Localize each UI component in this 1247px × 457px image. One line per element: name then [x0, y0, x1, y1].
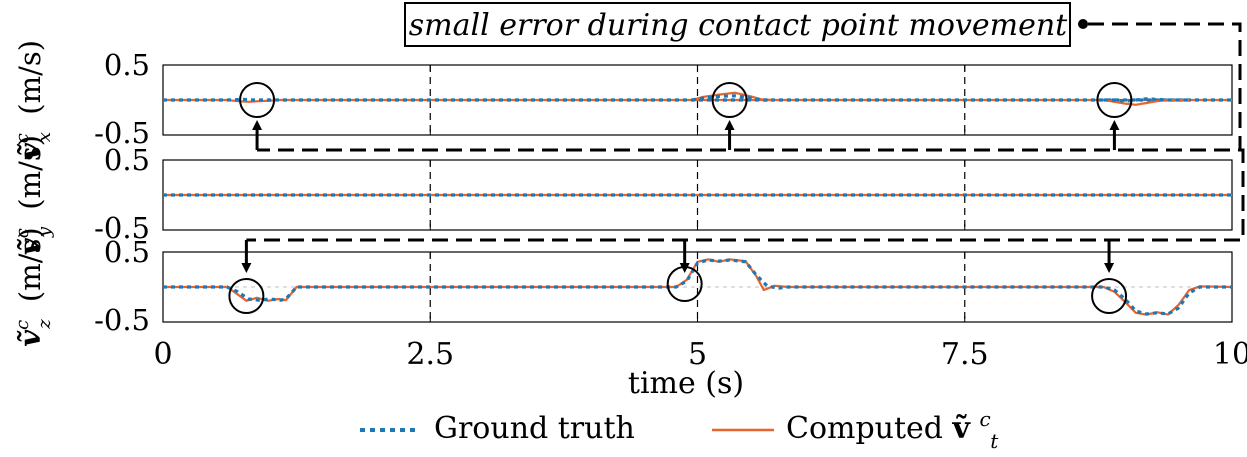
error-circle-marker	[711, 82, 748, 118]
x-tick-label: 7.5	[941, 337, 989, 372]
error-circle-marker	[1091, 278, 1128, 314]
annotation-box	[404, 2, 1071, 47]
y-axis-label: ṽcz (m/s)	[12, 227, 55, 346]
x-axis-label: time (s)	[628, 366, 744, 401]
series-ground-truth	[163, 258, 1232, 316]
y-axis-label-unit: (m/s)	[13, 135, 47, 219]
y-tick-label: -0.5	[94, 116, 150, 150]
panel-1: 0.5 -0.5 ṽcx (m/s)	[12, 40, 1233, 160]
x-tick-label: 10	[1213, 337, 1247, 372]
x-tick-label: 5	[688, 337, 707, 372]
y-axis-label: ṽcx (m/s)	[12, 40, 55, 160]
annotation-connectors	[241, 22, 1245, 273]
y-axis-label-symbol: ṽ	[13, 329, 47, 347]
y-axis-label-symbol: ṽ	[13, 142, 47, 160]
legend-computed-sub: t	[990, 429, 999, 453]
legend: Ground truth Computed ṽ c t	[360, 399, 1000, 453]
error-circle-marker	[1096, 82, 1133, 118]
y-axis-label-sup: c	[12, 320, 33, 330]
y-tick-label: 0.5	[104, 48, 150, 82]
y-axis-label: ṽcy (m/s)	[12, 135, 55, 255]
y-axis-label-sub: x	[34, 132, 55, 142]
legend-computed-sup: c	[980, 407, 991, 431]
y-axis-label-sup: c	[12, 228, 33, 238]
series-ground-truth-segment	[691, 94, 773, 102]
y-axis-label-sub: y	[34, 226, 55, 238]
connector-bottom-line	[246, 148, 1245, 242]
series-ground-truth	[163, 97, 1232, 102]
y-axis-label-unit: (m/s)	[13, 227, 47, 311]
legend-computed-label: Computed ṽ c t	[786, 399, 1000, 453]
y-tick-label: 0.5	[104, 235, 150, 269]
y-tick-label: -0.5	[94, 303, 150, 337]
legend-computed-symbol: ṽ	[952, 411, 972, 446]
error-circle-marker	[239, 82, 276, 118]
y-tick-label: 0.5	[104, 143, 150, 177]
y-axis-label-unit: (m/s)	[13, 40, 47, 124]
x-tick-labels: 0 2.5 5 7.5 10	[153, 337, 1247, 372]
connector-top-line	[257, 22, 1242, 152]
y-axis-label-sub: z	[34, 319, 55, 330]
annotation-text: small error during contact point movemen…	[409, 8, 1068, 43]
legend-ground-truth-label: Ground truth	[434, 411, 635, 446]
error-circle-marker	[228, 278, 265, 314]
y-axis-label-sup: c	[12, 133, 33, 143]
series-computed-segment	[1103, 98, 1190, 106]
x-tick-label: 0	[153, 337, 172, 372]
annotation: small error during contact point movemen…	[404, 2, 1088, 47]
annotation-dot	[1078, 19, 1088, 29]
legend-computed-prefix: Computed	[786, 411, 953, 446]
y-tick-label: -0.5	[94, 211, 150, 245]
y-axis-label-symbol: ṽ	[13, 237, 47, 255]
x-tick-label: 2.5	[406, 337, 454, 372]
